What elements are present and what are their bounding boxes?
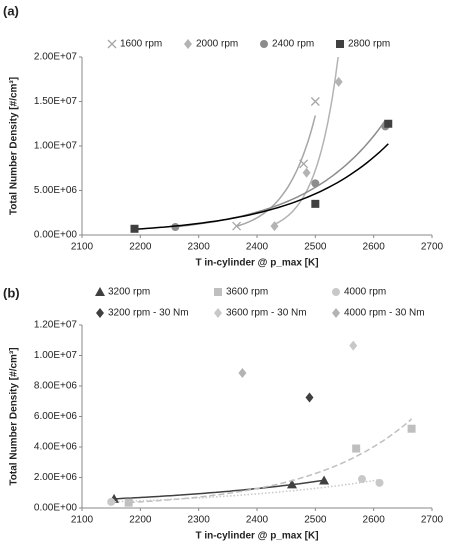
data-point <box>124 498 133 507</box>
data-point <box>375 478 384 487</box>
y-tick-label: 4.00E+06 <box>34 442 78 453</box>
y-tick-label: 5.00E+06 <box>34 185 78 196</box>
data-point <box>107 497 116 506</box>
x-tick-label: 2200 <box>129 515 152 526</box>
trendline <box>134 143 389 231</box>
legend-marker <box>332 288 340 296</box>
legend-label: 4000 rpm - 30 Nm <box>344 308 425 319</box>
x-tick-label: 2600 <box>363 242 386 253</box>
x-tick-label: 2700 <box>421 515 444 526</box>
data-point <box>311 179 320 188</box>
data-point <box>310 97 320 106</box>
data-point <box>299 159 309 169</box>
y-tick-label: 2.00E+06 <box>34 472 78 483</box>
legend-label: 3200 rpm - 30 Nm <box>108 308 189 319</box>
legend-marker <box>336 40 344 48</box>
data-point <box>270 221 279 232</box>
legend-marker <box>95 287 105 296</box>
legend-marker <box>107 39 117 49</box>
legend-marker <box>332 308 340 318</box>
x-tick-label: 2300 <box>188 242 211 253</box>
legend-label: 1600 rpm <box>120 39 162 50</box>
legend-label: 3600 rpm - 30 Nm <box>226 308 307 319</box>
y-tick-label: 0.00E+00 <box>34 230 78 241</box>
data-point <box>287 479 297 489</box>
legend-label: 4000 rpm <box>344 287 386 298</box>
plot <box>107 340 416 507</box>
trendline <box>236 115 317 228</box>
trendline <box>111 478 380 503</box>
data-point <box>358 475 366 484</box>
x-tick-label: 2700 <box>421 242 444 253</box>
trendline <box>128 418 413 504</box>
data-point <box>302 167 311 178</box>
y-tick-label: 1.50E+07 <box>34 96 78 107</box>
data-point <box>334 76 343 87</box>
data-point <box>305 392 314 403</box>
data-point <box>232 221 242 231</box>
data-point <box>407 424 416 433</box>
y-tick-label: 1.00E+07 <box>34 350 78 361</box>
x-axis-title: T in-cylinder @ p_max [K] <box>195 258 318 269</box>
x-tick-label: 2100 <box>71 515 94 526</box>
legend-marker <box>184 39 192 49</box>
data-point <box>311 199 320 208</box>
x-tick-label: 2400 <box>246 515 269 526</box>
x-tick-label: 2500 <box>304 515 327 526</box>
trendline <box>175 119 386 228</box>
legend-marker <box>214 308 222 318</box>
y-axis-title: Total Number Density [#/cm³] <box>9 77 20 215</box>
y-tick-label: 2.00E+07 <box>34 52 78 63</box>
y-tick-label: 1.00E+07 <box>34 141 78 152</box>
y-tick-label: 6.00E+06 <box>34 411 78 422</box>
panel-label: (a) <box>3 3 19 18</box>
x-tick-label: 2300 <box>188 515 211 526</box>
legend-marker <box>96 308 104 318</box>
data-point <box>384 119 393 128</box>
x-tick-label: 2100 <box>71 242 94 253</box>
x-tick-label: 2400 <box>246 242 269 253</box>
legend-marker <box>260 40 268 48</box>
legend-label: 2800 rpm <box>348 39 390 50</box>
y-tick-label: 8.00E+06 <box>34 381 78 392</box>
y-tick-label: 1.20E+07 <box>34 320 78 331</box>
y-tick-label: 0.00E+00 <box>34 503 78 514</box>
data-point <box>130 224 139 233</box>
x-axis-title: T in-cylinder @ p_max [K] <box>195 531 318 542</box>
data-point <box>171 222 180 231</box>
legend-label: 2000 rpm <box>196 39 238 50</box>
legend-label: 3200 rpm <box>108 287 150 298</box>
data-point <box>352 444 361 453</box>
plot <box>130 57 393 233</box>
x-tick-label: 2600 <box>363 515 386 526</box>
x-tick-label: 2200 <box>129 242 152 253</box>
trendline <box>274 57 339 226</box>
data-point <box>319 475 330 485</box>
legend-label: 2400 rpm <box>272 39 314 50</box>
data-point <box>238 368 247 379</box>
x-tick-label: 2500 <box>304 242 327 253</box>
legend-marker <box>214 288 222 296</box>
legend-label: 3600 rpm <box>226 287 268 298</box>
y-axis-title: Total Number Density [#/cm³] <box>9 347 20 485</box>
data-point <box>349 340 358 351</box>
panel-label: (b) <box>3 285 20 300</box>
